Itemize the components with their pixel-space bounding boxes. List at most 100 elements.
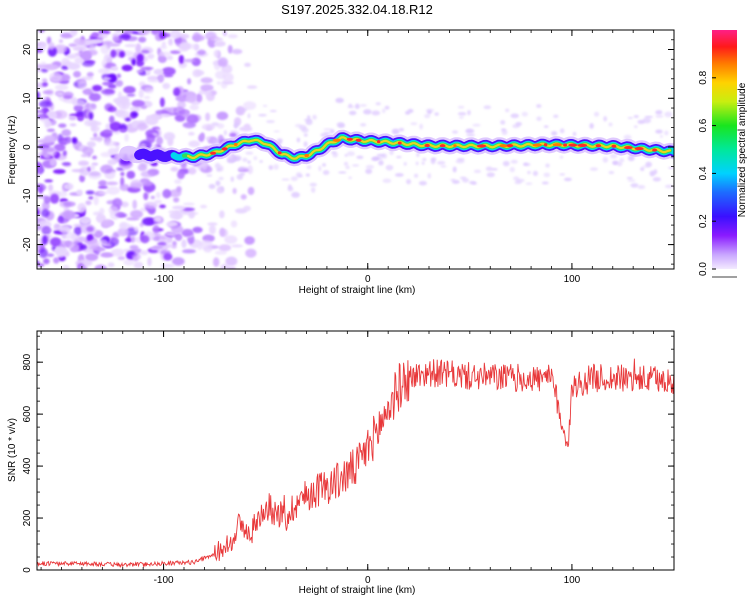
spectrogram-faint-blob	[296, 137, 301, 143]
spectrogram-noise-blob	[62, 95, 73, 99]
spectrogram-noise-blob	[134, 226, 139, 232]
spectrogram-noise-blob	[174, 179, 182, 185]
spectrogram-noise-blob	[220, 80, 228, 89]
spectrogram-noise-blob	[48, 184, 54, 192]
spectrogram-faint-blob	[653, 169, 658, 175]
spectrogram-noise-blob	[123, 259, 135, 266]
spectrogram-noise-blob	[147, 79, 160, 83]
spectrogram-noise-blob	[119, 183, 130, 192]
spectrogram-noise-blob	[130, 179, 142, 188]
spectrogram-faint-blob	[208, 183, 216, 190]
spectrogram-noise-blob	[49, 193, 60, 204]
spectrogram-noise-blob	[89, 137, 104, 141]
spectrogram-faint-blob	[452, 130, 459, 134]
snr-x-tick-label: 100	[564, 575, 581, 586]
spectrogram-faint-blob	[455, 159, 465, 164]
spectrogram-faint-blob	[211, 122, 220, 127]
spectrogram-noise-blob	[119, 33, 131, 40]
spectrogram-faint-blob	[457, 105, 465, 109]
spectrogram-noise-blob	[77, 116, 83, 121]
spectrogram-noise-blob	[79, 244, 88, 250]
spectrogram-noise-blob	[140, 66, 154, 71]
spectrogram-noise-blob	[82, 146, 94, 156]
spectrogram-faint-blob	[269, 109, 277, 113]
spectrogram-faint-blob	[371, 157, 379, 161]
spectrogram-noise-blob	[154, 199, 162, 204]
snr-x-tick-label: -100	[154, 575, 174, 586]
spectrogram-noise-blob	[240, 194, 247, 200]
spectrogram-faint-blob	[521, 111, 529, 117]
spectrogram-faint-blob	[612, 161, 618, 165]
spectrogram-faint-blob	[419, 123, 423, 130]
spectrogram-noise-blob	[110, 66, 119, 71]
spectrogram-noise-blob	[59, 225, 71, 234]
spectrogram-noise-blob	[46, 128, 56, 133]
spectrogram-noise-blob	[92, 84, 103, 92]
spectrogram-noise-blob	[189, 104, 199, 111]
spectrogram-faint-blob	[627, 116, 634, 120]
spectrogram-noise-blob	[53, 257, 60, 264]
spectrogram-noise-blob	[144, 87, 154, 94]
spectrogram-faint-blob	[485, 166, 493, 172]
spectrogram-faint-blob	[354, 103, 360, 110]
spectrogram-noise-blob	[213, 37, 224, 42]
spectrogram-faint-blob	[306, 165, 312, 170]
spectrogram-noise-blob	[131, 58, 137, 66]
spectrogram-noise-blob	[62, 210, 76, 220]
spectrogram-faint-blob	[391, 128, 400, 135]
spectrogram-faint-blob	[609, 153, 618, 159]
spectrogram-noise-blob	[61, 162, 72, 166]
spectrogram-noise-blob	[126, 170, 136, 179]
spectrogram-noise-blob	[117, 256, 126, 261]
spectrogram-faint-blob	[437, 160, 446, 165]
spectrogram-noise-blob	[187, 78, 192, 85]
spectrogram-noise-blob	[162, 82, 171, 90]
spectrogram-faint-blob	[215, 180, 221, 187]
spectrogram-faint-blob	[242, 108, 248, 112]
ridge-hotspot	[595, 144, 602, 148]
ridge-hotspot	[652, 148, 658, 152]
spectrogram-faint-blob	[359, 104, 367, 107]
spectrogram-faint-blob	[459, 116, 464, 119]
spectrogram-faint-blob	[462, 177, 470, 183]
spectrogram-noise-blob	[132, 199, 138, 210]
spectrogram-faint-blob	[273, 163, 279, 170]
spectrogram-noise-blob	[173, 87, 181, 97]
spectrogram-faint-blob	[212, 139, 221, 145]
colorbar: 0.0 0.2 0.4 0.6 0.8 Normalized spectral ampl…	[698, 30, 748, 278]
spectrogram-noise-blob	[143, 192, 149, 201]
spectrogram-noise-blob	[116, 73, 122, 79]
ridge-hotspot	[506, 144, 514, 148]
spectrogram-faint-blob	[422, 157, 427, 162]
spectrogram-faint-blob	[603, 116, 608, 122]
spectrogram-noise-blob	[247, 186, 255, 196]
ridge-hotspot	[424, 143, 430, 148]
spectrogram-noise-blob	[172, 205, 186, 210]
spectrogram-noise-blob	[170, 166, 179, 172]
spectrogram-faint-blob	[291, 191, 300, 198]
spectrogram-noise-blob	[41, 78, 48, 83]
spectrogram-noise-blob	[37, 139, 50, 143]
spectrogram-faint-blob	[637, 185, 646, 190]
spectrogram-noise-blob	[73, 223, 84, 227]
spectrogram-faint-blob	[266, 120, 275, 124]
spectrogram-noise-blob	[50, 237, 62, 247]
spectrogram-noise-blob	[88, 171, 102, 180]
spectrogram-noise-blob	[219, 227, 226, 237]
spectrogram-faint-blob	[381, 153, 388, 159]
spectrogram-noise-blob	[79, 174, 86, 183]
spectrogram-noise-blob	[41, 227, 52, 234]
spectrogram-noise-blob	[152, 245, 164, 249]
spectrogram-faint-blob	[371, 110, 381, 116]
spectrogram-faint-blob	[510, 159, 518, 164]
spectrogram-noise-blob	[82, 103, 97, 111]
spectrogram-noise-blob	[73, 226, 82, 236]
spectrogram-noise-blob	[152, 224, 160, 234]
spectrogram-noise-blob	[38, 30, 45, 33]
spectrogram-noise-blob	[37, 109, 45, 114]
spectrogram-noise-blob	[103, 76, 112, 81]
spectrogram-faint-blob	[394, 173, 404, 177]
spectrogram-noise-blob	[62, 264, 70, 269]
spectrogram-faint-blob	[563, 177, 572, 182]
